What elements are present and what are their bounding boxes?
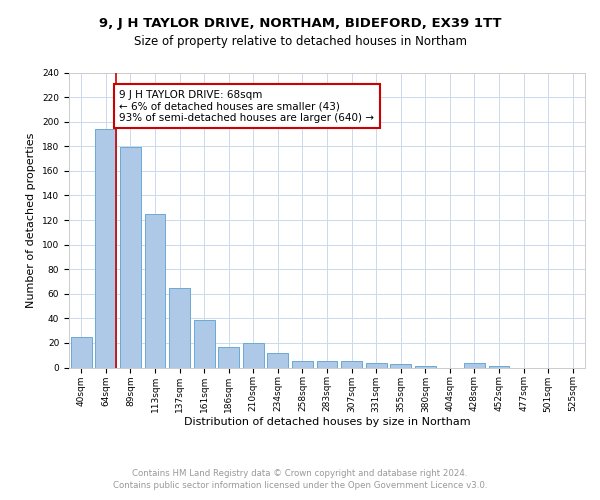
Bar: [415, 366, 436, 368]
Text: Contains HM Land Registry data © Crown copyright and database right 2024.: Contains HM Land Registry data © Crown c…: [132, 470, 468, 478]
Bar: [292, 362, 313, 368]
Bar: [464, 362, 485, 368]
Bar: [488, 366, 509, 368]
Bar: [218, 346, 239, 368]
Bar: [341, 362, 362, 368]
Bar: [317, 362, 337, 368]
Bar: [120, 148, 141, 368]
Bar: [95, 129, 116, 368]
X-axis label: Distribution of detached houses by size in Northam: Distribution of detached houses by size …: [184, 417, 470, 427]
Bar: [71, 337, 92, 368]
Bar: [145, 214, 166, 368]
Text: Size of property relative to detached houses in Northam: Size of property relative to detached ho…: [133, 35, 467, 48]
Text: Contains public sector information licensed under the Open Government Licence v3: Contains public sector information licen…: [113, 482, 487, 490]
Y-axis label: Number of detached properties: Number of detached properties: [26, 132, 37, 308]
Text: 9 J H TAYLOR DRIVE: 68sqm
← 6% of detached houses are smaller (43)
93% of semi-d: 9 J H TAYLOR DRIVE: 68sqm ← 6% of detach…: [119, 90, 374, 123]
Bar: [169, 288, 190, 368]
Bar: [268, 353, 289, 368]
Bar: [243, 343, 264, 367]
Bar: [194, 320, 215, 368]
Text: 9, J H TAYLOR DRIVE, NORTHAM, BIDEFORD, EX39 1TT: 9, J H TAYLOR DRIVE, NORTHAM, BIDEFORD, …: [99, 18, 501, 30]
Bar: [365, 362, 386, 368]
Bar: [390, 364, 411, 368]
